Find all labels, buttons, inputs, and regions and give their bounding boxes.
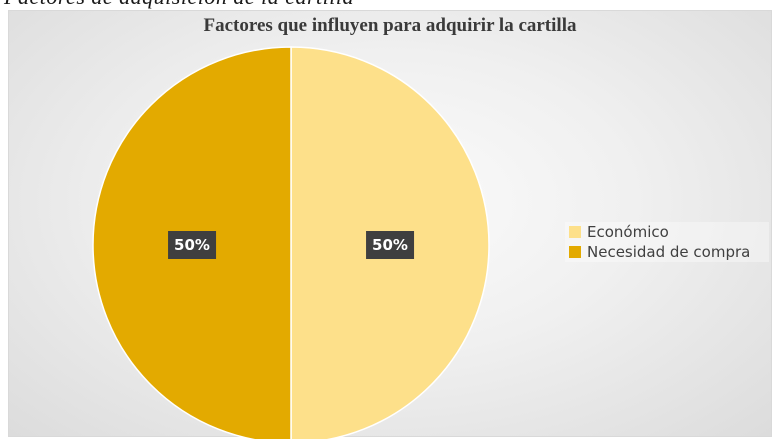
legend-label-0: Económico	[587, 223, 669, 241]
legend-swatch-0	[569, 226, 581, 238]
legend-item-1: Necesidad de compra	[565, 242, 769, 262]
chart-title: Factores que influyen para adquirir la c…	[203, 15, 577, 36]
data-label-0: 50%	[366, 231, 414, 259]
legend-label-1: Necesidad de compra	[587, 243, 751, 261]
data-label-1: 50%	[168, 231, 216, 259]
legend-swatch-1	[569, 246, 581, 258]
legend: Económico Necesidad de compra	[565, 222, 769, 262]
cut-off-heading: Factores de adquisición de la cartilla	[4, 0, 354, 10]
legend-item-0: Económico	[565, 222, 769, 242]
